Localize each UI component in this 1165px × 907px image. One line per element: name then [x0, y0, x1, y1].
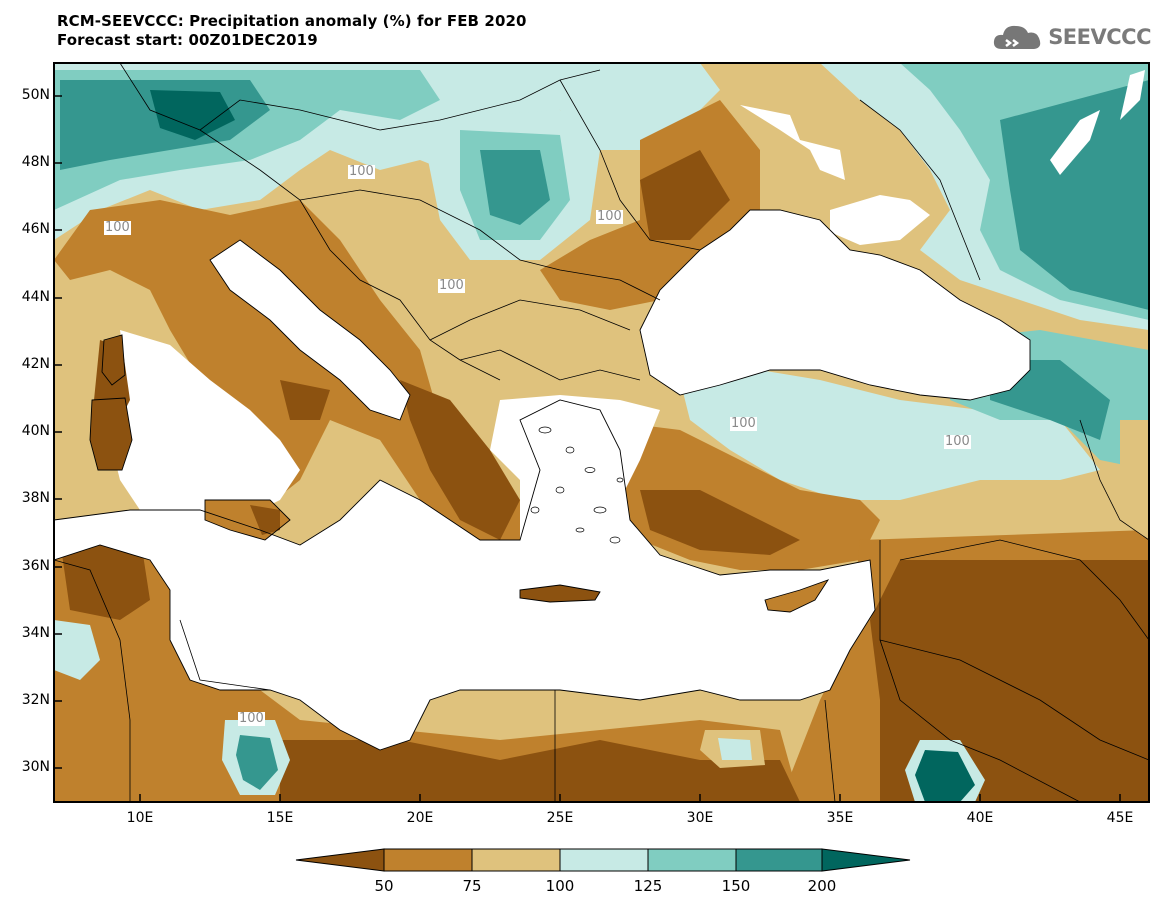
lat-label: 32N	[21, 692, 50, 708]
crete	[520, 585, 600, 602]
contour-label: 100	[596, 209, 623, 224]
map-field	[54, 63, 1149, 802]
dry-region-greece	[400, 380, 520, 540]
contour-label: 100	[238, 711, 265, 726]
wet-region-central-europe-max	[150, 90, 235, 140]
colorbar-segment-150-200	[735, 848, 823, 872]
title-line-1: RCM-SEEVCCC: Precipitation anomaly (%) f…	[57, 12, 527, 30]
colorbar-segment-lt50	[295, 848, 385, 872]
colorbar-segment-75-100	[471, 848, 561, 872]
mediterranean-sea	[54, 400, 875, 750]
lon-label: 40E	[966, 810, 994, 826]
colorbar-segment-100-125	[559, 848, 649, 872]
colorbar-tick-label: 200	[807, 877, 837, 895]
aegean-sea	[490, 395, 660, 555]
title-line-2: Forecast start: 00Z01DEC2019	[57, 31, 318, 49]
corsica	[102, 335, 125, 385]
coastlines	[54, 209, 1031, 751]
caspian-edge	[1120, 420, 1149, 540]
logo-text: SEEVCCC	[1048, 25, 1151, 49]
dry-region-italy	[54, 200, 530, 560]
colorbar-tick-label: 75	[462, 877, 482, 895]
contour-label: 100	[104, 220, 131, 235]
lat-label: 38N	[21, 490, 50, 506]
cyprus	[765, 580, 828, 612]
lon-label: 10E	[126, 810, 154, 826]
wet-region-turkey	[680, 370, 1100, 500]
lat-label: 30N	[21, 759, 50, 775]
lat-label: 40N	[21, 423, 50, 439]
wet-region-russia-core	[1000, 80, 1149, 310]
contour-label: 100	[438, 278, 465, 293]
lon-label: 25E	[546, 810, 574, 826]
lat-label: 50N	[21, 87, 50, 103]
lon-label: 15E	[266, 810, 294, 826]
lon-label: 45E	[1106, 810, 1134, 826]
contour-label: 100	[730, 416, 757, 431]
dry-region-libya-egypt	[280, 740, 800, 802]
cloud-icon	[994, 25, 1041, 49]
aegean-islands	[530, 426, 624, 544]
lat-label: 36N	[21, 558, 50, 574]
contour-label: 100	[944, 434, 971, 449]
colorbar-segment-125-150	[647, 848, 737, 872]
colorbar	[295, 848, 911, 872]
colorbar-tick-label: 100	[545, 877, 575, 895]
contour-label: 100	[348, 164, 375, 179]
lon-label: 20E	[406, 810, 434, 826]
lat-label: 48N	[21, 154, 50, 170]
sea-of-azov	[830, 195, 930, 245]
colorbar-segment-50-75	[383, 848, 473, 872]
colorbar-tick-label: 125	[633, 877, 663, 895]
colorbar-tick-label: 150	[721, 877, 751, 895]
lon-label: 30E	[686, 810, 714, 826]
lat-label: 46N	[21, 221, 50, 237]
tyrrhenian-sea	[110, 330, 300, 520]
map-title: RCM-SEEVCCC: Precipitation anomaly (%) f…	[57, 12, 527, 50]
lat-label: 34N	[21, 625, 50, 641]
sardinia	[90, 398, 132, 470]
axis-ticks	[54, 95, 1121, 802]
lon-label: 35E	[826, 810, 854, 826]
black-sea	[640, 210, 1030, 400]
lat-label: 42N	[21, 356, 50, 372]
country-borders	[54, 63, 1149, 802]
colorbar-tick-label: 50	[374, 877, 394, 895]
adriatic-sea	[210, 240, 410, 420]
wet-cell-tunisia	[54, 620, 100, 680]
colorbar-segment-gt200	[821, 848, 911, 872]
seevccc-logo: SEEVCCC	[992, 22, 1151, 52]
lat-label: 44N	[21, 289, 50, 305]
